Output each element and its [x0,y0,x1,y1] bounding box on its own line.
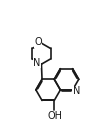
Text: N: N [33,58,40,68]
Text: OH: OH [48,111,63,121]
Text: O: O [34,37,42,47]
Text: N: N [73,86,80,96]
